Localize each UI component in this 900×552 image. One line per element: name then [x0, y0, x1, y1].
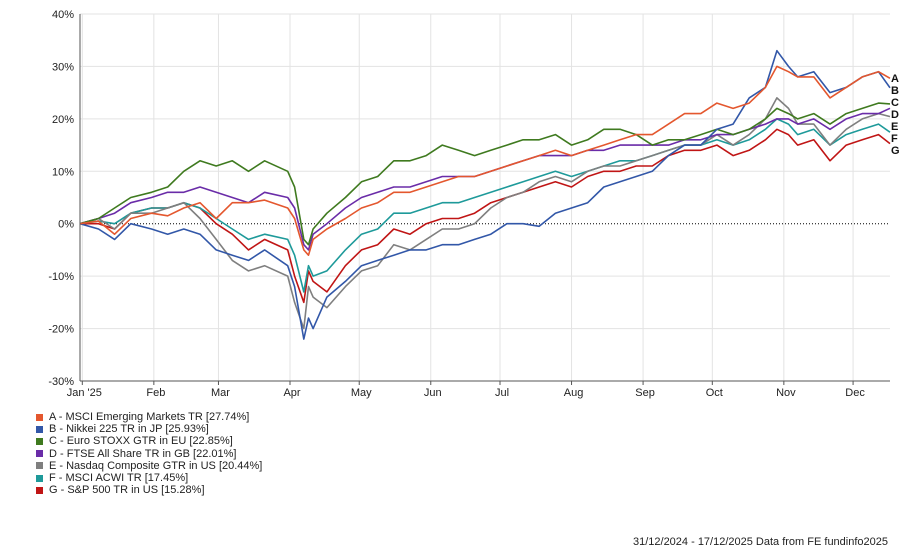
end-label-d: D: [891, 109, 899, 121]
series-line-g: [80, 128, 891, 304]
legend-item-b: B - Nikkei 225 TR in JP [25.93%]: [36, 423, 262, 435]
legend-swatch: [36, 425, 43, 433]
legend-label: A - MSCI Emerging Markets TR [27.74%]: [49, 411, 250, 423]
x-tick-label: Dec: [845, 387, 865, 399]
legend-swatch: [36, 438, 43, 445]
series-line-e: [79, 97, 891, 330]
y-tick-label: 40%: [52, 9, 74, 21]
legend-item-a: A - MSCI Emerging Markets TR [27.74%]: [36, 411, 262, 423]
footer-source: 31/12/2024 - 17/12/2025 Data from FE fun…: [632, 536, 888, 548]
end-label-f: F: [891, 133, 898, 145]
grid: [80, 13, 890, 382]
series-line-a: [79, 65, 891, 256]
legend-label: B - Nikkei 225 TR in JP [25.93%]: [49, 423, 209, 436]
axes: -30% -20% -10% 0% 10% 20% 30% 40% Jan '25 Feb Mar A…: [48, 9, 890, 399]
legend-label: F - MSCI ACWI TR [17.45%]: [49, 472, 189, 485]
x-tick-label: Jun: [424, 387, 442, 399]
y-tick-label: 30%: [52, 61, 74, 73]
y-tick-label: -30%: [48, 376, 74, 388]
x-tick-label: May: [351, 387, 372, 399]
x-tick-label: Feb: [146, 387, 165, 399]
y-tick-label: 20%: [52, 114, 74, 126]
x-tick-label: Sep: [635, 387, 655, 399]
legend-label: D - FTSE All Share TR in GB [22.01%]: [49, 447, 237, 460]
series-lines: [79, 49, 891, 340]
y-tick-label: -20%: [48, 324, 74, 336]
performance-line-chart: -30% -20% -10% 0% 10% 20% 30% 40% Jan '25 Feb Mar A…: [48, 9, 900, 399]
legend-item-f: F - MSCI ACWI TR [17.45%]: [36, 472, 262, 484]
legend-item-c: C - Euro STOXX GTR in EU [22.85%]: [36, 435, 262, 447]
x-tick-label: Nov: [776, 387, 796, 399]
x-tick-label: Aug: [564, 387, 584, 399]
end-label-a: A: [891, 73, 899, 85]
end-label-g: G: [891, 145, 900, 157]
legend-label: E - Nasdaq Composite GTR in US [20.44%]: [49, 459, 263, 472]
series-line-b: [79, 49, 891, 340]
x-tick-label: Jan '25: [67, 387, 102, 399]
series-line-d: [79, 107, 891, 251]
legend-item-e: E - Nasdaq Composite GTR in US [20.44%]: [36, 460, 262, 472]
legend-swatch: [36, 413, 43, 421]
legend-item-g: G - S&P 500 TR in US [15.28%]: [36, 484, 262, 496]
legend-swatch: [36, 474, 43, 482]
x-tick-label: Oct: [706, 387, 723, 399]
y-tick-label: 10%: [52, 166, 74, 178]
x-tick-label: Mar: [211, 387, 230, 399]
x-tick-label: Apr: [283, 387, 300, 399]
legend: A - MSCI Emerging Markets TR [27.74%] B -…: [36, 411, 262, 496]
y-tick-label: -10%: [48, 271, 74, 283]
series-line-f: [79, 118, 891, 293]
legend-label: C - Euro STOXX GTR in EU [22.85%]: [49, 435, 233, 448]
legend-swatch: [36, 486, 43, 494]
legend-swatch: [36, 462, 43, 470]
end-label-c: C: [891, 97, 899, 109]
end-label-e: E: [891, 121, 898, 133]
legend-item-d: D - FTSE All Share TR in GB [22.01%]: [36, 448, 262, 460]
x-tick-label: Jul: [495, 387, 509, 399]
series-line-c: [79, 102, 891, 246]
y-tick-label: 0%: [58, 219, 74, 231]
end-label-b: B: [891, 85, 899, 97]
legend-swatch: [36, 450, 43, 458]
legend-label: G - S&P 500 TR in US [15.28%]: [49, 484, 205, 497]
